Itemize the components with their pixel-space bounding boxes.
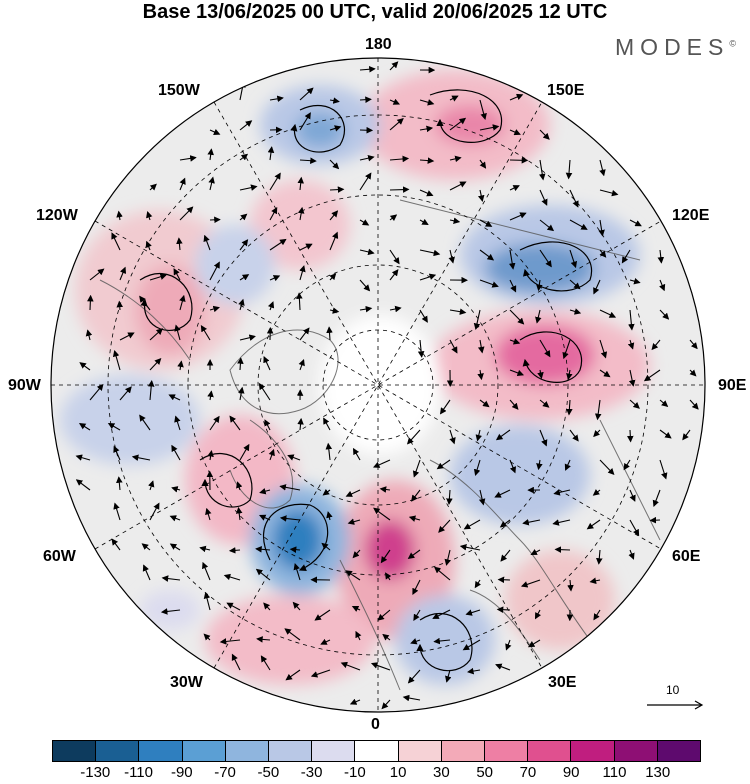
lon-label-60e: 60E — [672, 548, 700, 566]
colorbar-tick-label: -130 — [80, 764, 110, 781]
colorbar-tick-label: 110 — [602, 764, 626, 781]
colorbar-tick-label: -70 — [214, 764, 236, 781]
colorbar-swatch — [570, 741, 613, 761]
colorbar-swatch — [53, 741, 95, 761]
colorbar-swatch — [484, 741, 527, 761]
wind-arrow — [556, 549, 570, 550]
colorbar-tick-label: 30 — [433, 764, 450, 781]
wind-arrow — [498, 609, 510, 610]
wind-arrow — [90, 296, 91, 310]
colorbar-tick-label: -10 — [344, 764, 366, 781]
colorbar — [52, 740, 701, 762]
wind-arrow — [360, 99, 371, 100]
wind-arrow — [630, 430, 631, 441]
colorbar-swatch — [354, 741, 397, 761]
lon-label-60w: 60W — [43, 548, 76, 566]
colorbar-tick-label: 70 — [520, 764, 537, 781]
wind-arrow — [119, 302, 120, 310]
lon-label-120w: 120W — [36, 207, 78, 225]
colorbar-swatch — [657, 741, 700, 761]
colorbar-tick-label: -30 — [301, 764, 323, 781]
colorbar-tick-label: 10 — [390, 764, 407, 781]
colorbar-ticks: -130 -110 -90 -70 -50 -30 -10 10 30 50 70 90 110 130 — [0, 764, 750, 784]
lon-label-180: 180 — [365, 36, 392, 54]
lon-label-120e: 120E — [672, 207, 709, 225]
colorbar-swatch — [182, 741, 225, 761]
colorbar-swatch — [441, 741, 484, 761]
colorbar-tick-label: -90 — [171, 764, 193, 781]
colorbar-tick-label: 90 — [563, 764, 580, 781]
colorbar-tick-label: -110 — [124, 764, 153, 781]
colorbar-swatch — [225, 741, 268, 761]
polar-map — [0, 0, 750, 735]
lon-label-30e: 30E — [548, 674, 576, 692]
lon-label-150w: 150W — [158, 82, 200, 100]
lon-label-150e: 150E — [547, 82, 584, 100]
colorbar-tick-label: 130 — [645, 764, 670, 781]
colorbar-swatch — [614, 741, 657, 761]
colorbar-swatch — [138, 741, 181, 761]
lon-label-90e: 90E — [718, 377, 746, 395]
lon-label-0: 0 — [371, 716, 380, 734]
colorbar-swatch — [398, 741, 441, 761]
reference-vector-arrow — [645, 683, 705, 713]
wind-arrow — [390, 189, 409, 190]
colorbar-swatch — [527, 741, 570, 761]
colorbar-tick-label: -50 — [257, 764, 279, 781]
lon-label-30w: 30W — [170, 674, 203, 692]
colorbar-tick-label: 50 — [476, 764, 493, 781]
lon-label-90w: 90W — [8, 377, 41, 395]
wind-arrow — [330, 189, 343, 190]
colorbar-swatch — [95, 741, 138, 761]
colorbar-swatch — [268, 741, 311, 761]
colorbar-swatch — [311, 741, 354, 761]
